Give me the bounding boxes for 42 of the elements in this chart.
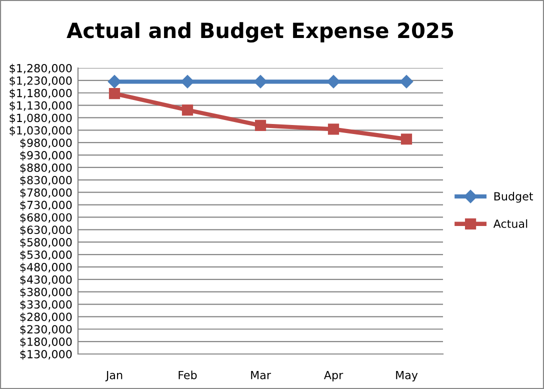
y-tick-label: $980,000 — [20, 138, 72, 148]
y-tick-label: $1,180,000 — [10, 88, 72, 99]
y-tick-label: $880,000 — [20, 163, 72, 174]
x-tick-label: Apr — [324, 371, 344, 382]
point — [328, 124, 340, 135]
x-tick-label: May — [396, 371, 418, 382]
point — [254, 75, 268, 88]
y-tick-label: $930,000 — [20, 150, 72, 161]
point — [180, 75, 194, 88]
y-tick-label: $380,000 — [20, 288, 72, 298]
y-tick-label: $830,000 — [20, 176, 72, 186]
y-tick-label: $680,000 — [20, 212, 72, 224]
y-tick-label: $1,080,000 — [10, 114, 72, 124]
y-tick-label: $1,130,000 — [10, 101, 72, 112]
x-tick-label: Jan — [105, 371, 122, 382]
y-tick-label: $130,000 — [20, 350, 72, 360]
point — [400, 75, 414, 88]
y-tick-label: $180,000 — [20, 337, 72, 348]
point — [108, 75, 122, 88]
chart-title: Actual and Budget Expense 2025 — [66, 22, 454, 42]
point — [254, 120, 266, 132]
point — [182, 104, 194, 116]
legend-label: Budget — [494, 192, 534, 203]
legend-label: Actual — [493, 219, 528, 228]
x-tick-label: Mar — [251, 371, 271, 380]
point — [400, 134, 412, 145]
y-tick-label: $580,000 — [20, 238, 72, 248]
y-tick-label: $230,000 — [20, 324, 72, 335]
point — [108, 88, 120, 100]
y-tick-label: $530,000 — [20, 250, 72, 260]
y-tick-label: $430,000 — [20, 275, 72, 286]
y-tick-label: $630,000 — [20, 225, 72, 236]
y-tick-label: $480,000 — [20, 262, 72, 273]
point — [326, 75, 340, 88]
y-tick-label: $1,280,000 — [10, 64, 72, 74]
y-tick-label: $730,000 — [20, 200, 72, 211]
y-tick-label: $1,030,000 — [10, 126, 72, 136]
y-tick-label: $1,230,000 — [10, 76, 72, 86]
y-tick-label: $780,000 — [20, 188, 72, 198]
y-tick-label: $280,000 — [20, 312, 72, 323]
y-tick-label: $330,000 — [20, 300, 72, 310]
x-tick-label: Feb — [178, 370, 197, 380]
